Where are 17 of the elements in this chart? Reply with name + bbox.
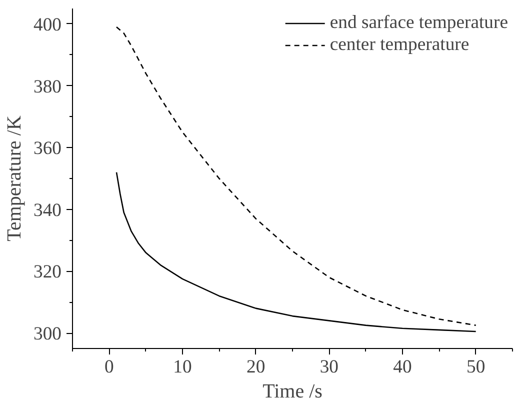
y-axis-title: Temperature /K (4, 115, 26, 242)
x-axis-title: Time /s (262, 380, 323, 402)
x-tick-label: 20 (246, 356, 266, 378)
x-tick-label: 10 (173, 356, 192, 378)
y-tick-label: 360 (34, 138, 62, 160)
legend-label: end sarface temperature (330, 12, 508, 34)
y-tick-label: 340 (34, 200, 62, 221)
y-tick-label: 300 (34, 324, 62, 345)
x-tick-label: 40 (393, 356, 412, 378)
y-tick-label: 320 (34, 262, 62, 283)
x-tick-label: 0 (104, 356, 114, 378)
legend-label: center temperature (330, 34, 470, 56)
y-tick-label: 400 (34, 14, 62, 36)
x-tick-label: 50 (466, 356, 486, 378)
line-series (116, 172, 476, 332)
y-tick-label: 380 (34, 76, 62, 98)
x-tick-label: 30 (320, 356, 338, 378)
